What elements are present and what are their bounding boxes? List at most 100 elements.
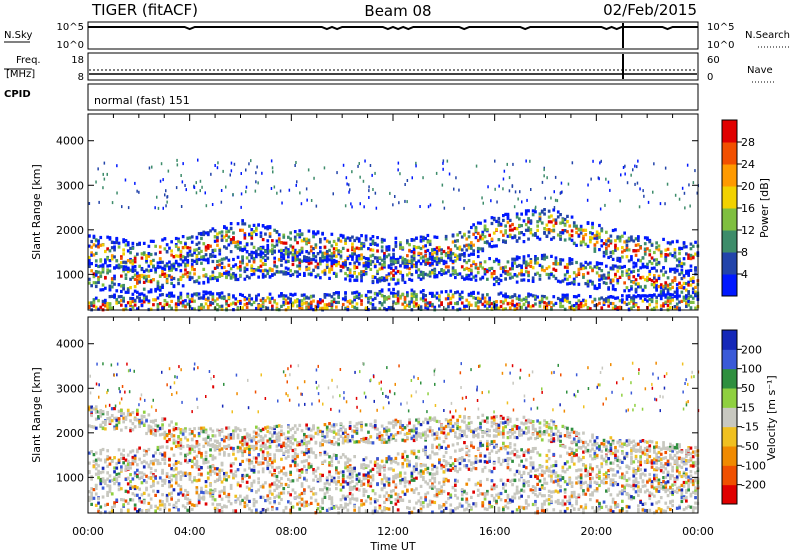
data-cell (634, 282, 638, 286)
data-cell (357, 488, 361, 492)
data-cell (193, 251, 196, 255)
data-cell (142, 296, 146, 300)
data-cell (145, 279, 148, 283)
data-cell (101, 470, 105, 474)
data-cell (570, 238, 574, 242)
data-cell (206, 298, 210, 302)
data-cell (211, 276, 215, 281)
data-cell (177, 483, 180, 487)
data-cell (216, 297, 219, 301)
data-cell (685, 282, 688, 286)
data-cell (518, 263, 521, 268)
data-cell (110, 294, 114, 298)
data-cell (534, 233, 537, 237)
data-cell (90, 450, 93, 454)
data-cell (666, 292, 670, 296)
data-cell (90, 303, 93, 308)
data-cell (593, 284, 597, 288)
freq-unit: [MHz] (6, 69, 35, 80)
data-cell (138, 508, 141, 512)
data-cell (124, 265, 128, 269)
data-cell (454, 239, 457, 243)
data-cell (380, 303, 384, 307)
data-cell (197, 232, 201, 236)
data-cell (664, 202, 666, 206)
data-cell (529, 231, 533, 235)
data-cell (213, 248, 217, 252)
data-cell (438, 294, 441, 298)
data-cell (508, 224, 512, 228)
data-cell (380, 240, 384, 244)
data-cell (383, 485, 386, 489)
data-cell (481, 275, 485, 279)
data-cell (113, 277, 116, 281)
data-cell (685, 302, 688, 306)
data-cell (376, 256, 379, 260)
data-cell (627, 259, 631, 263)
data-cell (653, 293, 656, 297)
data-cell (687, 299, 690, 304)
data-cell (589, 261, 592, 265)
data-cell (399, 264, 402, 268)
data-cell (371, 279, 375, 283)
data-cell (213, 299, 217, 303)
data-cell (526, 198, 528, 202)
data-cell (213, 275, 217, 280)
data-cell (309, 488, 313, 492)
data-cell (104, 510, 107, 514)
data-cell (424, 303, 427, 307)
data-cell (647, 200, 650, 204)
data-cell (255, 249, 258, 253)
data-cell (277, 501, 281, 505)
data-cell (138, 292, 141, 296)
data-cell (605, 177, 607, 181)
data-cell (229, 502, 233, 506)
data-cell (424, 272, 427, 276)
data-cell (126, 290, 130, 294)
data-cell (467, 230, 471, 234)
data-cell (300, 302, 304, 306)
data-cell (527, 274, 530, 278)
data-cell (451, 486, 455, 490)
data-cell (106, 449, 109, 453)
data-cell (101, 303, 105, 307)
data-cell (319, 256, 322, 261)
data-cell (99, 448, 103, 453)
data-cell (595, 230, 599, 234)
data-cell (200, 231, 203, 236)
data-cell (653, 486, 656, 490)
data-cell (406, 291, 409, 295)
data-cell (280, 270, 283, 274)
data-cell (438, 506, 441, 510)
data-cell (236, 497, 240, 501)
data-cell (236, 255, 240, 259)
data-cell (184, 496, 187, 500)
data-cell (650, 261, 654, 266)
data-cell (142, 241, 146, 245)
data-cell (209, 292, 212, 296)
data-cell (428, 270, 432, 274)
data-cell (595, 499, 599, 503)
data-cell (570, 261, 574, 265)
data-cell (648, 491, 652, 495)
data-cell (120, 465, 123, 469)
data-cell (227, 273, 231, 277)
data-cell (543, 499, 546, 504)
data-cell (495, 300, 498, 304)
data-cell (625, 273, 629, 277)
data-cell (483, 272, 487, 276)
data-cell (387, 248, 391, 252)
data-cell (124, 468, 128, 472)
data-cell (243, 236, 247, 240)
data-cell (225, 238, 228, 243)
data-cell (319, 237, 322, 242)
data-cell (639, 276, 642, 280)
data-cell (614, 304, 617, 308)
data-cell (602, 250, 606, 255)
data-cell (412, 490, 416, 494)
data-cell (490, 216, 494, 220)
data-cell (364, 238, 368, 242)
data-cell (106, 264, 109, 268)
data-cell (383, 297, 386, 301)
data-cell (561, 297, 565, 301)
